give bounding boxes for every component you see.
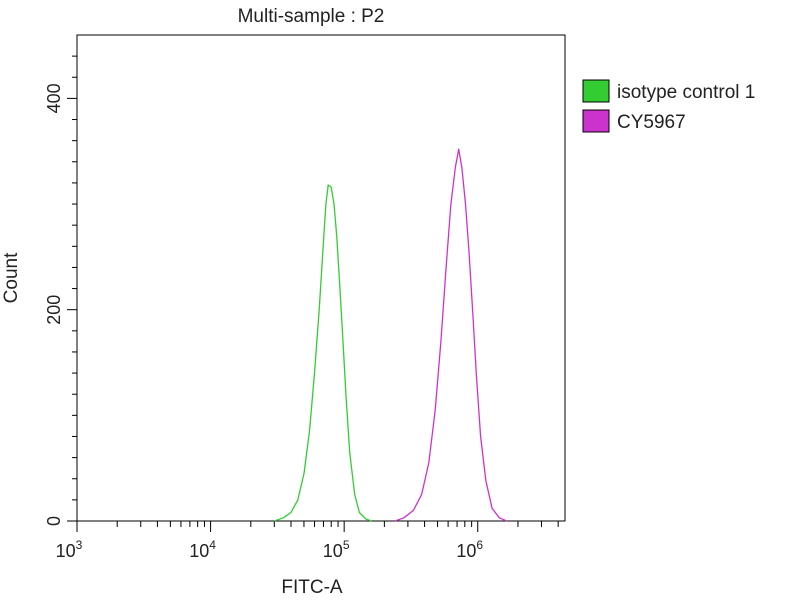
legend-swatch xyxy=(582,109,610,133)
y-tick-label: 0 xyxy=(44,516,64,526)
x-axis-major-ticks: 103 104 105 106 xyxy=(56,521,483,561)
x-axis-minor-ticks xyxy=(116,521,559,527)
y-tick-label: 400 xyxy=(44,83,64,113)
series-line-2 xyxy=(394,148,508,522)
plot-frame xyxy=(76,34,566,522)
y-tick-label: 200 xyxy=(44,295,64,325)
chart-title: Multi-sample : P2 xyxy=(238,6,385,27)
x-tick-label: 103 xyxy=(56,538,83,561)
y-axis-title: Count xyxy=(1,252,22,303)
x-tick-label: 105 xyxy=(323,538,350,561)
x-tick-label: 104 xyxy=(189,538,216,561)
x-axis-title: FITC-A xyxy=(281,577,343,598)
y-axis-ticks: 0 200 400 xyxy=(44,55,77,526)
series-line-1 xyxy=(274,184,372,522)
legend-swatch xyxy=(582,79,610,103)
series-layer xyxy=(274,148,508,522)
legend-label: CY5967 xyxy=(617,112,686,133)
x-tick-label: 106 xyxy=(456,538,483,561)
legend: isotype control 1 CY5967 xyxy=(582,79,755,133)
legend-label: isotype control 1 xyxy=(617,82,755,103)
